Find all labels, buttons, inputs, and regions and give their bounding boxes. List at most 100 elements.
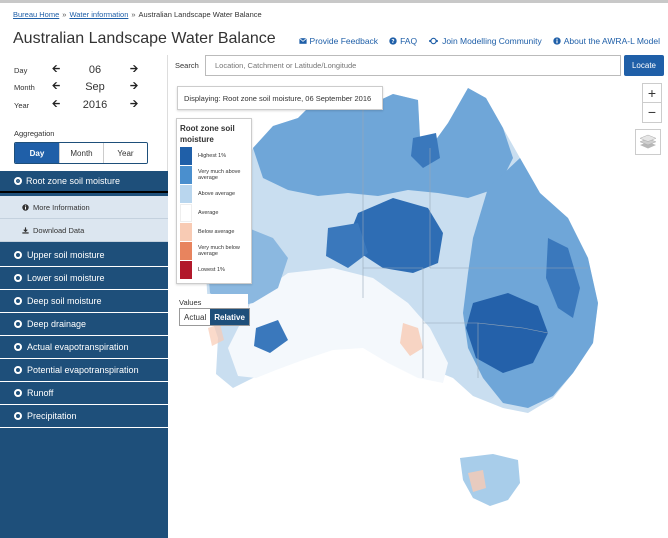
zoom-in-button[interactable]: +	[643, 84, 661, 103]
year-control: Year 🡨 2016 🡪	[0, 97, 168, 115]
info-circle-icon	[22, 203, 29, 211]
breadcrumb-current: Australian Landscape Water Balance	[138, 10, 262, 19]
left-panel: Day 🡨 06 🡪 Month 🡨 Sep 🡪 Year 🡨 2016 🡪 A…	[0, 55, 168, 538]
legend-title: Root zone soil moisture	[180, 124, 235, 144]
layer-deep-drainage[interactable]: Deep drainage	[0, 313, 168, 336]
map-legend: Root zone soil moisture Highest 1% Very …	[176, 118, 252, 284]
layer-active-label: Root zone soil moisture	[26, 176, 121, 186]
download-data-link[interactable]: Download Data	[0, 219, 168, 242]
highest-centre	[350, 198, 443, 273]
legend-swatch	[180, 166, 192, 184]
search-input[interactable]	[205, 55, 621, 76]
layer-deep-soil-moisture[interactable]: Deep soil moisture	[0, 290, 168, 313]
layer-upper-soil-moisture[interactable]: Upper soil moisture	[0, 244, 168, 267]
legend-swatch	[180, 185, 192, 203]
more-information-link[interactable]: More Information	[0, 196, 168, 219]
month-next-arrow-icon[interactable]: 🡪	[130, 81, 139, 92]
year-value: 2016	[82, 99, 108, 111]
legend-label: Very much below average	[198, 245, 240, 257]
values-label: Values	[179, 298, 202, 307]
layer-potential-evapotranspiration[interactable]: Potential evapotranspiration	[0, 359, 168, 382]
top-border	[0, 0, 668, 3]
layer-lower-soil-moisture[interactable]: Lower soil moisture	[0, 267, 168, 290]
values-toggle: Actual Relative	[179, 308, 250, 326]
provide-feedback-link[interactable]: Provide Feedback	[298, 36, 378, 46]
legend-swatch	[180, 223, 192, 241]
join-modelling-community-link[interactable]: Join Modelling Community	[428, 36, 542, 46]
day-prev-arrow-icon[interactable]: 🡨	[52, 64, 61, 75]
year-next-arrow-icon[interactable]: 🡪	[130, 99, 139, 110]
search-label: Search	[175, 61, 199, 70]
displaying-info: Displaying: Root zone soil moisture, 06 …	[177, 86, 383, 110]
faq-label: FAQ	[400, 36, 418, 46]
values-panel: Values Actual Relative	[176, 294, 250, 326]
about-awra-l-label: About the AWRA-L Model	[563, 36, 660, 46]
about-awra-l-link[interactable]: About the AWRA-L Model	[553, 36, 660, 46]
download-icon	[22, 226, 29, 234]
legend-label: Very much above average	[198, 169, 241, 181]
layer-actual-evapotranspiration[interactable]: Actual evapotranspiration	[0, 336, 168, 359]
month-value: Sep	[85, 81, 105, 93]
zoom-out-button[interactable]: −	[647, 104, 657, 120]
layer-label: Potential evapotranspiration	[27, 365, 139, 375]
legend-label: Below average	[198, 229, 235, 235]
radio-icon	[14, 366, 22, 374]
locate-button[interactable]: Locate	[624, 55, 664, 76]
legend-row: Below average	[180, 223, 252, 241]
aggregation-month-button[interactable]: Month	[59, 143, 103, 163]
above-average-north	[253, 88, 513, 198]
day-next-arrow-icon[interactable]: 🡪	[130, 64, 139, 75]
legend-row: Average	[180, 204, 252, 222]
australia-soil-moisture-map	[206, 88, 598, 506]
legend-swatch	[180, 147, 192, 165]
faq-link[interactable]: ? FAQ	[389, 36, 417, 46]
aggregation-year-button[interactable]: Year	[103, 143, 147, 163]
breadcrumb-bureau-home[interactable]: Bureau Home	[13, 10, 60, 19]
aggregation-day-button[interactable]: Day	[15, 143, 59, 163]
state-border	[362, 108, 588, 378]
average-zone	[228, 268, 448, 383]
tasmania-dry-patch	[468, 470, 486, 492]
layer-label: Precipitation	[27, 411, 77, 421]
values-actual-button[interactable]: Actual	[180, 309, 211, 325]
year-prev-arrow-icon[interactable]: 🡨	[52, 99, 61, 110]
day-label: Day	[14, 66, 28, 75]
more-information-label: More Information	[33, 202, 90, 212]
tasmania-shape	[460, 454, 520, 506]
layer-root-zone-soil-moisture[interactable]: Root zone soil moisture	[0, 171, 168, 193]
zoom-control: + −	[642, 83, 662, 123]
breadcrumb-separator: »	[62, 10, 67, 19]
legend-swatch	[180, 204, 192, 222]
dry-patch	[400, 323, 423, 356]
highest-south-west	[254, 320, 288, 353]
legend-row: Lowest 1%	[180, 261, 252, 279]
year-label: Year	[14, 101, 30, 110]
month-prev-arrow-icon[interactable]: 🡨	[52, 81, 61, 92]
layer-label: Upper soil moisture	[27, 250, 105, 260]
radio-icon	[14, 389, 22, 397]
breadcrumb-separator: »	[131, 10, 136, 19]
envelope-icon	[298, 37, 307, 44]
values-relative-button[interactable]: Relative	[210, 309, 249, 325]
map-layers-button[interactable]	[635, 129, 661, 155]
legend-row: Very much above average	[180, 166, 252, 184]
radio-icon	[14, 274, 22, 282]
layer-runoff[interactable]: Runoff	[0, 382, 168, 405]
highest-south-east	[466, 293, 548, 373]
aggregation-toggle: Day Month Year	[14, 142, 148, 164]
day-control: Day 🡨 06 🡪	[0, 62, 168, 80]
download-data-label: Download Data	[33, 225, 85, 235]
date-controls: Day 🡨 06 🡪 Month 🡨 Sep 🡪 Year 🡨 2016 🡪 A…	[0, 55, 168, 171]
breadcrumb-water-information[interactable]: Water information	[69, 10, 129, 19]
breadcrumb: Bureau Home» Water information» Australian…	[13, 10, 262, 19]
month-control: Month 🡨 Sep 🡪	[0, 79, 168, 97]
radio-selected-icon	[14, 177, 22, 185]
month-label: Month	[14, 83, 35, 92]
community-icon	[429, 37, 439, 45]
page-title: Australian Landscape Water Balance	[13, 30, 276, 47]
highest-east-strip	[546, 238, 580, 318]
highest-north-patch	[411, 133, 440, 168]
info-circle-icon	[553, 37, 561, 45]
layer-label: Deep drainage	[27, 319, 87, 329]
layer-precipitation[interactable]: Precipitation	[0, 405, 168, 428]
